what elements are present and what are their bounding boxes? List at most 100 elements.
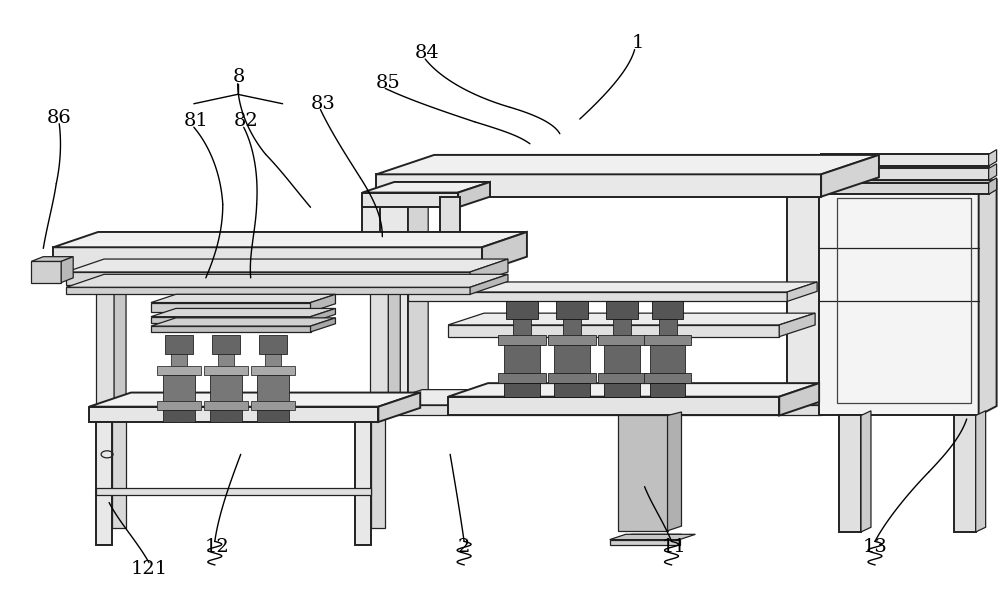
Polygon shape xyxy=(448,397,779,415)
Polygon shape xyxy=(165,336,193,355)
Polygon shape xyxy=(470,259,508,285)
Polygon shape xyxy=(311,309,335,323)
Polygon shape xyxy=(151,318,335,326)
Polygon shape xyxy=(376,174,821,197)
Polygon shape xyxy=(259,336,287,355)
Polygon shape xyxy=(979,180,997,415)
Polygon shape xyxy=(257,375,289,401)
Polygon shape xyxy=(504,346,540,373)
Polygon shape xyxy=(251,401,295,410)
Polygon shape xyxy=(506,301,538,319)
Polygon shape xyxy=(954,415,976,532)
Polygon shape xyxy=(470,274,508,294)
Polygon shape xyxy=(779,313,815,337)
Text: 82: 82 xyxy=(233,112,258,131)
Polygon shape xyxy=(548,336,596,346)
Text: 81: 81 xyxy=(183,112,208,131)
Polygon shape xyxy=(821,389,867,415)
Polygon shape xyxy=(66,272,470,285)
Polygon shape xyxy=(210,410,242,422)
Polygon shape xyxy=(821,155,879,197)
Polygon shape xyxy=(371,408,385,528)
Polygon shape xyxy=(210,375,242,401)
Polygon shape xyxy=(440,197,460,278)
Polygon shape xyxy=(610,540,680,545)
Polygon shape xyxy=(376,155,879,174)
Polygon shape xyxy=(89,407,378,422)
Polygon shape xyxy=(618,415,668,531)
Polygon shape xyxy=(376,197,408,410)
Polygon shape xyxy=(388,278,400,410)
Polygon shape xyxy=(610,534,695,540)
Polygon shape xyxy=(779,383,819,415)
Polygon shape xyxy=(362,197,380,278)
Polygon shape xyxy=(96,285,114,410)
Polygon shape xyxy=(668,412,681,531)
Text: 13: 13 xyxy=(863,538,887,556)
Text: 8: 8 xyxy=(233,68,245,86)
Polygon shape xyxy=(362,193,458,207)
Polygon shape xyxy=(606,301,638,319)
Text: 84: 84 xyxy=(415,44,440,62)
Polygon shape xyxy=(408,282,817,292)
Polygon shape xyxy=(604,346,640,373)
Polygon shape xyxy=(861,411,871,532)
Polygon shape xyxy=(498,373,546,382)
Polygon shape xyxy=(151,294,335,303)
Polygon shape xyxy=(96,422,112,545)
Polygon shape xyxy=(819,190,839,410)
Polygon shape xyxy=(171,343,187,422)
Polygon shape xyxy=(265,343,281,422)
Polygon shape xyxy=(989,150,997,166)
Polygon shape xyxy=(218,343,234,422)
Polygon shape xyxy=(598,373,646,382)
Polygon shape xyxy=(157,401,201,410)
Text: 83: 83 xyxy=(311,95,336,113)
Polygon shape xyxy=(821,168,989,180)
Polygon shape xyxy=(839,415,861,532)
Polygon shape xyxy=(151,317,311,323)
Polygon shape xyxy=(355,422,371,545)
Polygon shape xyxy=(204,401,248,410)
Polygon shape xyxy=(257,410,289,422)
Polygon shape xyxy=(448,313,815,325)
Polygon shape xyxy=(548,373,596,382)
Polygon shape xyxy=(513,307,531,397)
Polygon shape xyxy=(819,180,997,190)
Polygon shape xyxy=(563,307,581,397)
Polygon shape xyxy=(554,346,590,373)
Polygon shape xyxy=(53,232,527,247)
Polygon shape xyxy=(821,183,989,194)
Polygon shape xyxy=(613,307,631,397)
Polygon shape xyxy=(163,375,195,401)
Polygon shape xyxy=(204,366,248,375)
Text: 12: 12 xyxy=(204,538,229,556)
Polygon shape xyxy=(408,190,428,410)
Polygon shape xyxy=(112,408,126,528)
Polygon shape xyxy=(604,382,640,397)
Polygon shape xyxy=(644,336,691,346)
Polygon shape xyxy=(598,336,646,346)
Polygon shape xyxy=(370,285,388,410)
Polygon shape xyxy=(251,366,295,375)
Polygon shape xyxy=(114,278,126,410)
Polygon shape xyxy=(408,292,787,301)
Polygon shape xyxy=(31,256,73,261)
Polygon shape xyxy=(644,373,691,382)
Text: 121: 121 xyxy=(130,560,168,578)
Polygon shape xyxy=(66,287,470,294)
Polygon shape xyxy=(151,303,311,312)
Polygon shape xyxy=(498,336,546,346)
Text: 11: 11 xyxy=(661,538,686,556)
Polygon shape xyxy=(976,411,986,532)
Polygon shape xyxy=(448,383,819,397)
Polygon shape xyxy=(821,154,989,166)
Polygon shape xyxy=(819,190,979,415)
Polygon shape xyxy=(31,261,61,282)
Text: 2: 2 xyxy=(458,538,470,556)
Polygon shape xyxy=(650,346,685,373)
Polygon shape xyxy=(311,318,335,332)
Polygon shape xyxy=(151,326,311,332)
Polygon shape xyxy=(66,274,508,287)
Polygon shape xyxy=(482,232,527,272)
